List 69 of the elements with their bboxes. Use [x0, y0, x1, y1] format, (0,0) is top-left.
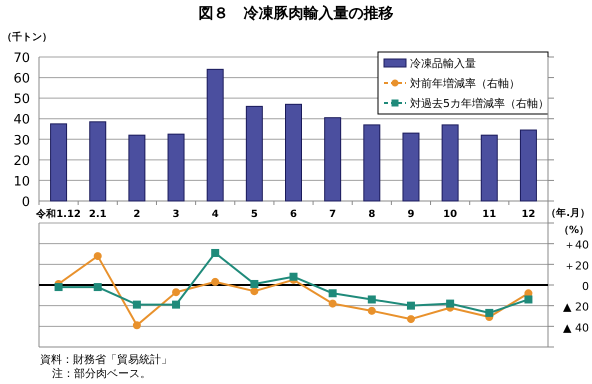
legend-label: 冷凍品輸入量 [410, 57, 476, 70]
bar [363, 124, 380, 202]
point [328, 300, 337, 308]
point [250, 280, 258, 288]
point [368, 295, 376, 304]
point [172, 288, 180, 296]
bar [285, 104, 302, 202]
bar [168, 134, 185, 202]
y-tick-label: 10 [13, 174, 30, 190]
x-tick-label: 5 [250, 209, 258, 220]
point [328, 289, 337, 298]
bar [442, 124, 459, 202]
bar [402, 132, 420, 202]
y-tick-label: 70 [13, 51, 30, 66]
bar [324, 117, 342, 202]
point [406, 315, 415, 324]
point [211, 248, 220, 257]
x-axis-title: （年.月） [546, 207, 590, 219]
bar [50, 123, 68, 202]
point [250, 287, 258, 296]
x-tick-label: 3 [172, 209, 180, 220]
y-tick-label: ▲ 20 [563, 300, 589, 314]
point [132, 321, 141, 330]
y-tick-label: ＋40 [564, 238, 589, 252]
y-tick-label: 20 [13, 154, 30, 169]
chart-title: 図８ 冷凍豚肉輸入量の推移 [198, 4, 394, 22]
text: 資料：財務省「貿易統計」 [40, 353, 172, 366]
x-tick-label: 12 [521, 209, 536, 220]
point [132, 300, 141, 309]
bar [206, 68, 224, 202]
y-tick-label: 50 [13, 92, 30, 108]
y-axis-title: （千トン） [2, 31, 52, 43]
x-tick-label: 11 [482, 209, 496, 220]
legend-label: 対前年増減率（右軸） [410, 77, 520, 90]
point [290, 272, 298, 281]
point [94, 252, 102, 260]
y-axis-title: （%） [558, 225, 589, 236]
x-tick-label: 4 [212, 209, 219, 220]
point [211, 278, 220, 286]
x-tick-label: 6 [290, 209, 298, 220]
point [94, 283, 102, 292]
y-tick-label: 40 [13, 112, 30, 128]
x-tick-label: 令和1.12 [35, 208, 81, 220]
x-tick-label: 2.1 [88, 209, 107, 220]
x-tick-label: 10 [443, 209, 458, 220]
point [406, 302, 415, 310]
x-tick-label: 2 [133, 209, 140, 220]
y-tick-label: 30 [13, 133, 30, 148]
y-tick-label: 60 [13, 72, 30, 87]
point [524, 295, 532, 304]
y-tick-label: ＋20 [564, 259, 589, 272]
point [54, 283, 63, 292]
text: 注：部分肉ベース。 [52, 367, 151, 380]
bar [128, 134, 146, 202]
point [446, 300, 454, 308]
bar [246, 106, 263, 202]
point [368, 306, 376, 315]
x-tick-label: 9 [407, 209, 414, 220]
y-tick-label: ▲ 40 [563, 321, 589, 334]
point [485, 308, 494, 317]
x-tick-label: 8 [368, 209, 376, 220]
bar [520, 130, 537, 202]
bar [480, 134, 498, 202]
bar [89, 121, 106, 202]
x-tick-label: 7 [329, 209, 336, 220]
legend-label: 対過去5カ年増減率（右軸） [410, 97, 549, 110]
y-tick-label: 0 [22, 195, 30, 210]
y-tick-label: 0 [582, 280, 589, 293]
point [172, 300, 180, 309]
